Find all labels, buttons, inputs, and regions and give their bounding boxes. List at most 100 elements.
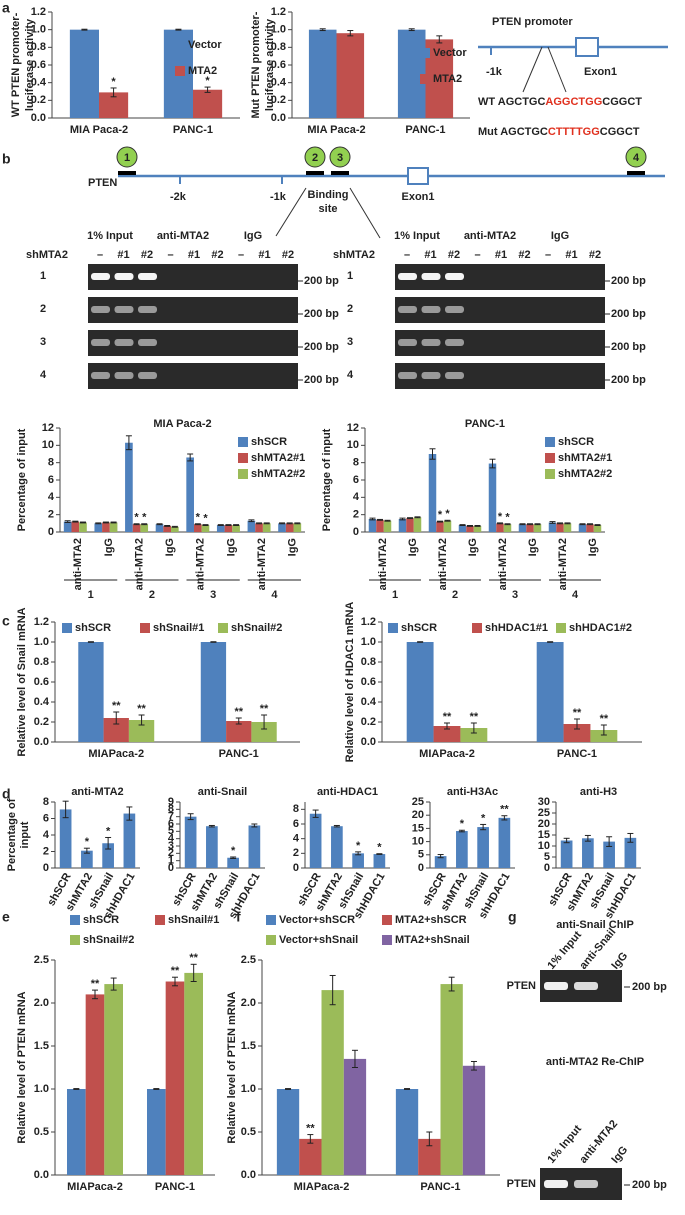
gel-band — [445, 273, 464, 280]
legend-swatch — [420, 74, 430, 84]
gene-label: PTEN — [507, 980, 536, 992]
y-tick-label: 1.0 — [271, 24, 286, 36]
legend-label: Vector+shSnail — [279, 934, 358, 946]
significance-mark: * — [498, 511, 503, 523]
y-tick-label: 0.6 — [34, 676, 49, 688]
bar — [526, 524, 534, 532]
bar — [200, 642, 227, 742]
bar — [102, 522, 110, 532]
bar — [578, 524, 587, 532]
size-label: 200 bp — [611, 374, 646, 386]
y-tick-label: 0.4 — [361, 696, 377, 708]
sequence: WT AGCTGCAGGCTGGCGGCT — [478, 96, 642, 108]
y-axis-label: WT PTEN promoter- — [10, 12, 22, 117]
callout-line — [522, 46, 543, 93]
seq-part: Mut AGCTGC — [478, 126, 548, 138]
bar — [466, 525, 474, 532]
y-axis-label: Mut PTEN promoter- — [250, 11, 262, 118]
x-tick-label: MIAPaca-2 — [294, 1181, 350, 1193]
site — [116, 146, 138, 175]
y-axis-label: input — [19, 821, 31, 848]
legend-swatch — [472, 623, 482, 633]
x-tick-label: MIAPaca-2 — [67, 1181, 123, 1193]
bar — [251, 722, 277, 742]
bar — [186, 457, 194, 532]
lane-label: IgG — [609, 950, 630, 972]
legend-swatch — [238, 469, 248, 479]
bar — [383, 520, 392, 532]
y-tick-label: 5 — [168, 825, 174, 837]
significance-mark: ** — [260, 703, 269, 715]
size-label: 200 bp — [611, 341, 646, 353]
bar — [563, 523, 572, 532]
y-tick-label: 1.5 — [34, 1040, 49, 1052]
y-tick-label: 1.2 — [271, 6, 286, 18]
lane-label: #1 — [188, 249, 200, 261]
y-tick-label: 0.2 — [34, 716, 49, 728]
y-tick-label: 15 — [538, 829, 550, 841]
bar — [436, 521, 444, 532]
size-label: 200 bp — [304, 308, 339, 320]
panel-label: e — [2, 909, 10, 925]
gel-row-number: 3 — [347, 336, 353, 348]
bar — [79, 522, 87, 532]
bar — [397, 29, 426, 119]
gel-band — [91, 273, 110, 280]
size-label: 200 bp — [611, 275, 646, 287]
significance-mark: ** — [470, 711, 479, 723]
bar — [216, 525, 225, 532]
chart-title: anti-MTA2 — [71, 786, 123, 798]
y-tick-label: 9 — [168, 796, 174, 808]
y-tick-label: 25 — [412, 796, 424, 808]
panel-label: g — [508, 909, 517, 925]
site-label: 3 — [337, 152, 343, 164]
significance-mark: ** — [171, 965, 180, 977]
bar — [255, 523, 263, 532]
y-tick-label: 0.5 — [241, 1126, 256, 1138]
legend-swatch — [266, 935, 276, 945]
y-tick-label: 4 — [168, 833, 175, 845]
y-tick-label: 5 — [418, 849, 424, 861]
size-label: 200 bp — [304, 374, 339, 386]
legend-label: Vector — [433, 47, 467, 59]
gel-band — [114, 372, 134, 379]
bar — [321, 990, 344, 1175]
y-tick-label: 6 — [353, 474, 359, 486]
bar — [331, 826, 343, 868]
y-tick-label: 8 — [168, 803, 174, 815]
bar — [548, 522, 557, 532]
gel-band — [445, 372, 464, 379]
bar — [247, 520, 256, 532]
y-tick-label: 8 — [293, 803, 299, 815]
tick-label: -2k — [170, 191, 187, 203]
panel-label: d — [2, 786, 11, 802]
legend-swatch — [140, 623, 150, 633]
y-tick-label: 20 — [412, 809, 424, 821]
legend-swatch — [545, 469, 555, 479]
significance-mark: * — [460, 818, 465, 830]
legend-swatch — [266, 915, 276, 925]
y-tick-label: 0.4 — [271, 77, 287, 89]
legend-label: shHDAC1#1 — [485, 622, 548, 634]
site — [329, 146, 351, 175]
y-tick-label: 1.2 — [361, 616, 376, 628]
gel-band — [544, 982, 568, 990]
legend-swatch — [420, 48, 430, 58]
legend-swatch — [556, 623, 566, 633]
y-tick-label: 0.4 — [34, 696, 50, 708]
gel-band — [138, 339, 157, 346]
legend-label: Vector — [188, 39, 222, 51]
y-tick-label: 1.0 — [241, 1083, 256, 1095]
legend-swatch — [382, 935, 392, 945]
chart-title: anti-Snail — [198, 786, 248, 798]
gel-header: IgG — [244, 230, 262, 242]
legend-swatch — [62, 623, 72, 633]
x-tick-label: anti-MTA2 — [557, 538, 569, 590]
lane-label: #2 — [141, 249, 153, 261]
legend-label: shSnail#2 — [83, 934, 134, 946]
gel-row-number: 4 — [40, 369, 47, 381]
significance-mark: ** — [306, 1122, 315, 1134]
y-tick-label: 0.6 — [361, 676, 376, 688]
y-tick-label: 2.0 — [34, 997, 49, 1009]
lane-label: #1 — [495, 249, 507, 261]
